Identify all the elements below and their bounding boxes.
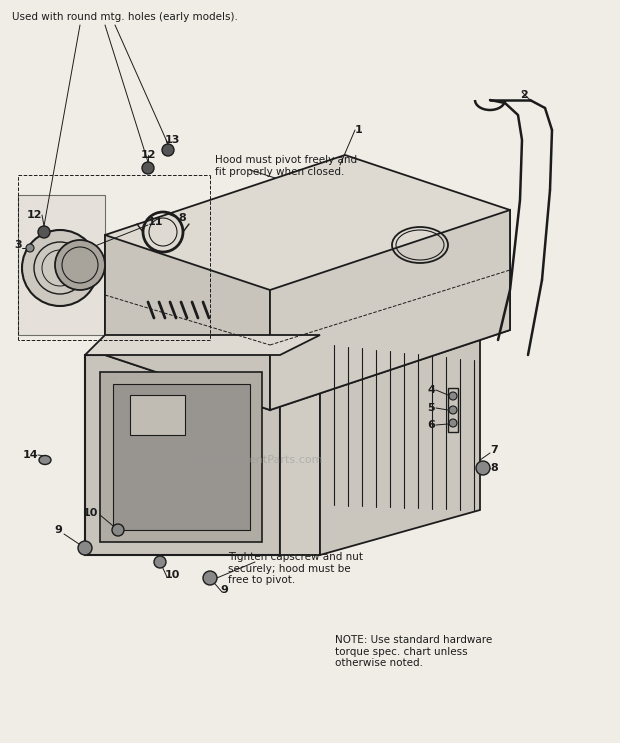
Circle shape — [449, 419, 457, 427]
Text: 1: 1 — [355, 125, 363, 135]
Text: 5: 5 — [427, 403, 435, 413]
Circle shape — [112, 524, 124, 536]
Text: 8: 8 — [178, 213, 186, 223]
Circle shape — [162, 144, 174, 156]
Text: 7: 7 — [490, 445, 498, 455]
Text: Hood must pivot freely and
fit properly when closed.: Hood must pivot freely and fit properly … — [215, 155, 357, 177]
Circle shape — [449, 392, 457, 400]
Circle shape — [203, 571, 217, 585]
Text: 10: 10 — [82, 508, 98, 518]
Polygon shape — [448, 388, 458, 432]
Circle shape — [22, 230, 98, 306]
Text: 14: 14 — [22, 450, 38, 460]
Text: 12: 12 — [27, 210, 42, 220]
Polygon shape — [18, 195, 105, 335]
Text: 4: 4 — [427, 385, 435, 395]
Polygon shape — [100, 372, 262, 542]
Polygon shape — [113, 384, 250, 530]
Polygon shape — [320, 340, 480, 555]
Text: NOTE: Use standard hardware
torque spec. chart unless
otherwise noted.: NOTE: Use standard hardware torque spec.… — [335, 635, 492, 668]
Circle shape — [142, 162, 154, 174]
Polygon shape — [280, 335, 320, 555]
Circle shape — [38, 226, 50, 238]
Text: 6: 6 — [427, 420, 435, 430]
Polygon shape — [85, 335, 320, 355]
Text: 3: 3 — [14, 240, 22, 250]
Circle shape — [78, 541, 92, 555]
Polygon shape — [105, 155, 510, 410]
Polygon shape — [85, 355, 280, 555]
Circle shape — [476, 461, 490, 475]
Polygon shape — [105, 235, 270, 410]
Circle shape — [55, 240, 105, 290]
Text: eReplacementParts.com: eReplacementParts.com — [187, 455, 323, 465]
Text: 10: 10 — [165, 570, 180, 580]
Circle shape — [26, 244, 34, 252]
Text: Tighten capscrew and nut
securely; hood must be
free to pivot.: Tighten capscrew and nut securely; hood … — [228, 552, 363, 585]
Text: 11: 11 — [148, 217, 164, 227]
Circle shape — [154, 556, 166, 568]
Text: Used with round mtg. holes (early models).: Used with round mtg. holes (early models… — [12, 12, 238, 22]
Circle shape — [449, 406, 457, 414]
Text: 9: 9 — [54, 525, 62, 535]
Ellipse shape — [39, 455, 51, 464]
Text: 12: 12 — [140, 150, 156, 160]
Text: 2: 2 — [520, 90, 528, 100]
Polygon shape — [270, 210, 510, 410]
Polygon shape — [130, 395, 185, 435]
Text: 8: 8 — [490, 463, 498, 473]
Text: 13: 13 — [165, 135, 180, 145]
Text: 9: 9 — [220, 585, 228, 595]
